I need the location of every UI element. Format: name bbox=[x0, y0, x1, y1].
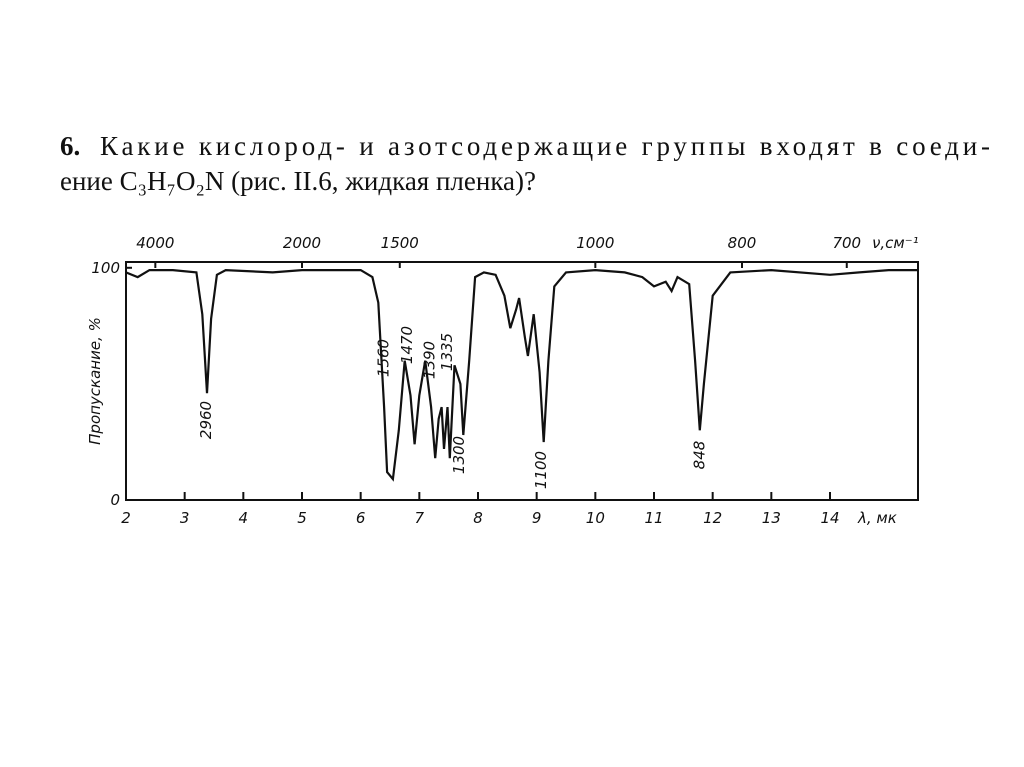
question-line: ение C₃H₇O₂N (рис. II.6, жидкая пленка)? bbox=[60, 166, 536, 196]
x-tick-label: 5 bbox=[297, 509, 307, 527]
x-tick-label: 2 bbox=[121, 509, 131, 527]
x-tick-label: 10 bbox=[586, 509, 605, 527]
x-tick-label: 13 bbox=[762, 509, 781, 527]
x-tick-label: 4 bbox=[239, 509, 249, 527]
spectrum-line bbox=[125, 268, 918, 482]
peak-label: 2960 bbox=[197, 401, 215, 439]
x-tick-label: 12 bbox=[703, 509, 722, 527]
x-tick-label: 7 bbox=[415, 509, 425, 527]
peak-label: 1335 bbox=[438, 333, 456, 371]
x-tick-label: 11 bbox=[644, 509, 663, 527]
question-number: 6. bbox=[60, 131, 80, 161]
peak-label: 1300 bbox=[450, 436, 468, 474]
y-tick-label: 100 bbox=[91, 259, 120, 277]
top-tick-label: 800 bbox=[728, 234, 757, 252]
peak-label: 1470 bbox=[398, 326, 416, 364]
y-axis-label: Пропускание, % bbox=[86, 317, 104, 445]
plot-frame bbox=[125, 261, 919, 501]
y-tick-label: 0 bbox=[110, 491, 120, 509]
top-tick-label: 2000 bbox=[283, 234, 321, 252]
peak-label: 848 bbox=[690, 441, 708, 470]
peak-label: 1100 bbox=[532, 451, 550, 489]
peak-label: 1390 bbox=[421, 341, 439, 379]
x-tick-label: 14 bbox=[820, 509, 839, 527]
x-axis-label: λ, мк bbox=[857, 509, 897, 527]
top-tick-label: 4000 bbox=[136, 234, 174, 252]
top-axis-label: ν,см⁻¹ bbox=[872, 234, 919, 252]
top-tick-label: 1000 bbox=[576, 234, 614, 252]
x-tick-label: 9 bbox=[532, 509, 542, 527]
x-tick-label: 6 bbox=[356, 509, 366, 527]
peak-label: 1560 bbox=[375, 339, 393, 377]
x-tick-label: 8 bbox=[473, 509, 483, 527]
x-tick-label: 3 bbox=[180, 509, 190, 527]
top-tick-label: 1500 bbox=[381, 234, 419, 252]
question-line: Какие кислород- и азотсодержащие группы … bbox=[100, 131, 990, 161]
top-tick-label: 700 bbox=[832, 234, 861, 252]
